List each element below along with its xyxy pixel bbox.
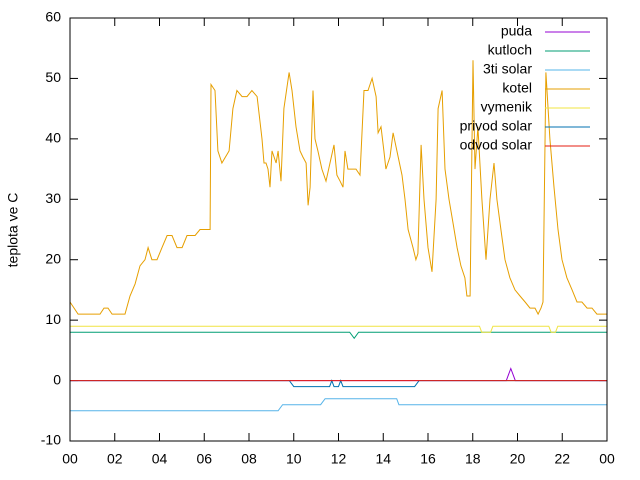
x-tick-label: 06 — [196, 451, 212, 467]
x-tick-label: 02 — [107, 451, 123, 467]
x-tick-label: 20 — [510, 451, 526, 467]
x-tick-label: 08 — [241, 451, 257, 467]
x-tick-label: 14 — [375, 451, 391, 467]
y-tick-label: 60 — [45, 9, 61, 25]
x-tick-label: 12 — [331, 451, 347, 467]
y-tick-label: 0 — [53, 371, 61, 387]
y-tick-label: 50 — [45, 69, 61, 85]
x-tick-label: 10 — [286, 451, 302, 467]
legend-label: vymenik — [481, 99, 533, 115]
series-line — [70, 379, 607, 388]
series-line — [70, 367, 607, 382]
legend-label: odvod solar — [460, 137, 533, 153]
legend-label: puda — [501, 23, 532, 39]
y-tick-label: 40 — [45, 130, 61, 146]
series-line — [70, 331, 607, 340]
x-tick-label: 00 — [599, 451, 615, 467]
legend-label: kutloch — [488, 42, 532, 58]
y-tick-label: 20 — [45, 250, 61, 266]
x-tick-label: 00 — [62, 451, 78, 467]
y-tick-label: -10 — [41, 432, 61, 448]
x-tick-label: 04 — [152, 451, 168, 467]
legend-label: privod solar — [460, 118, 533, 134]
series-line — [70, 398, 607, 412]
x-tick-label: 22 — [554, 451, 570, 467]
x-tick-label: 18 — [465, 451, 481, 467]
series-line — [70, 325, 607, 333]
x-tick-label: 16 — [420, 451, 436, 467]
series-line — [69, 60, 607, 316]
y-tick-label: 10 — [45, 311, 61, 327]
y-tick-label: 30 — [45, 190, 61, 206]
legend-label: 3ti solar — [483, 61, 532, 77]
plot-frame — [69, 17, 608, 442]
legend-label: kotel — [502, 80, 532, 96]
y-axis-label: teplota ve C — [5, 193, 21, 268]
